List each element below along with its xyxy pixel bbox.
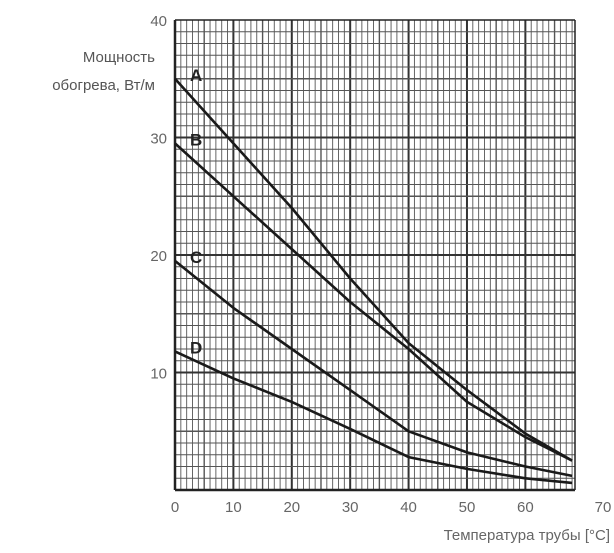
y-tick-label: 10 [150, 366, 167, 383]
series-layer: A B C D [174, 66, 573, 485]
x-tick-label: 40 [400, 499, 417, 516]
x-tick-label: 60 [517, 499, 534, 516]
x-tick-label: 70 [595, 499, 612, 516]
x-tick-label: 30 [342, 499, 359, 516]
series-label-a: A [190, 66, 202, 85]
y-tick-label: 30 [150, 131, 167, 148]
series-line-b [174, 142, 573, 462]
series-line-d [174, 350, 573, 485]
x-tick-label: 50 [459, 499, 476, 516]
x-axis-label: Температура трубы [°С] [444, 527, 610, 544]
y-tick-label: 40 [150, 13, 167, 30]
series-label-b: B [190, 130, 202, 149]
x-tick-label: 10 [225, 499, 242, 516]
series-line-c [174, 259, 573, 478]
y-tick-label: 20 [150, 248, 167, 265]
series-label-c: C [190, 248, 202, 267]
series-line-a [174, 77, 573, 462]
x-tick-label: 20 [283, 499, 300, 516]
axis-layer [173, 19, 576, 492]
grid-layer [175, 20, 575, 490]
series-label-d: D [190, 338, 202, 357]
label-layer: Мощность обогрева, Вт/м Температура труб… [52, 13, 611, 544]
y-axis-label-line-2: обогрева, Вт/м [52, 77, 155, 94]
x-tick-label: 0 [171, 499, 179, 516]
y-axis-label-line-1: Мощность [83, 49, 155, 66]
